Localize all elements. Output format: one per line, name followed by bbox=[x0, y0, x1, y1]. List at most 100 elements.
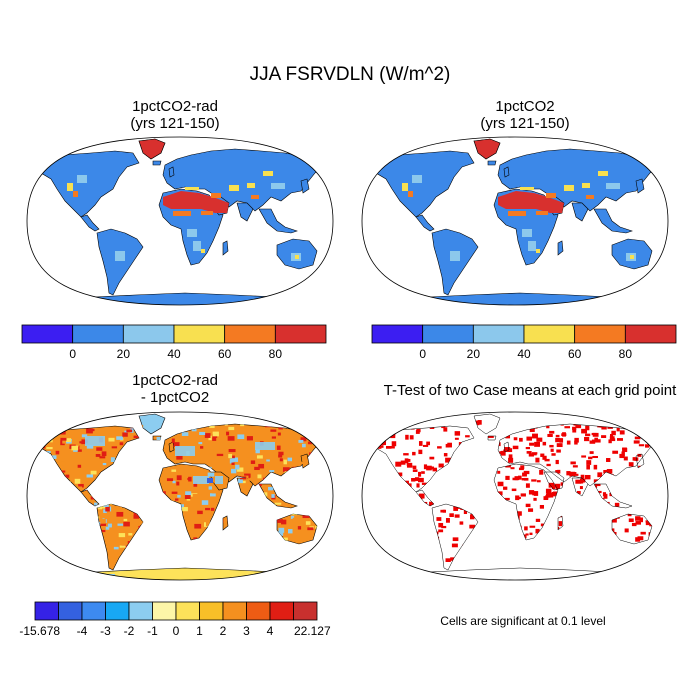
diff-cell bbox=[126, 429, 133, 433]
diff-cell bbox=[205, 507, 211, 511]
sig-cell bbox=[515, 424, 520, 429]
sig-cell bbox=[378, 464, 384, 468]
diff-cell bbox=[46, 447, 53, 450]
sig-cell bbox=[652, 432, 656, 436]
sig-cell bbox=[567, 528, 573, 533]
sig-cell bbox=[596, 556, 601, 561]
sig-cell bbox=[431, 537, 436, 541]
sig-cell bbox=[403, 453, 409, 456]
sig-cell bbox=[561, 433, 567, 436]
sig-cell bbox=[472, 428, 479, 433]
diff-cell bbox=[68, 485, 75, 490]
value-patch bbox=[630, 255, 634, 259]
diff-cell bbox=[188, 525, 195, 531]
sig-cell bbox=[385, 537, 390, 543]
colorbar-label: 0 bbox=[173, 624, 180, 638]
sig-cell bbox=[540, 523, 546, 527]
diff-cell bbox=[78, 536, 82, 540]
diff-cell bbox=[44, 491, 51, 495]
sig-cell bbox=[509, 552, 514, 556]
diff-cell bbox=[278, 451, 284, 456]
sig-cell bbox=[435, 475, 439, 480]
diff-cell bbox=[118, 533, 126, 538]
sig-cell bbox=[643, 510, 649, 516]
sig-cell bbox=[372, 432, 374, 436]
sig-cell bbox=[549, 545, 555, 550]
sig-cell bbox=[528, 508, 534, 512]
diff-cell bbox=[60, 461, 66, 466]
sig-cell bbox=[533, 497, 537, 501]
land-india bbox=[571, 202, 589, 222]
diff-cell bbox=[71, 440, 78, 445]
diff-cell bbox=[118, 540, 124, 545]
sig-cell bbox=[502, 552, 509, 558]
coast-africa bbox=[493, 463, 559, 541]
diff-cell bbox=[98, 493, 105, 496]
sig-cell bbox=[385, 492, 390, 497]
sig-cell bbox=[659, 428, 665, 434]
panel-2-title-line2: (yrs 121-150) bbox=[480, 115, 570, 132]
map-panel-1 bbox=[26, 136, 334, 306]
sig-cell bbox=[533, 491, 539, 496]
diff-cell bbox=[265, 517, 269, 522]
sig-cell bbox=[624, 425, 631, 429]
diff-cell bbox=[66, 484, 72, 487]
colorbar-label: 80 bbox=[269, 347, 283, 361]
diff-cell bbox=[163, 423, 167, 428]
sig-cell bbox=[403, 535, 409, 539]
sig-cell bbox=[593, 496, 597, 501]
sig-cell bbox=[554, 516, 559, 519]
diff-cell bbox=[318, 422, 323, 427]
sig-cell bbox=[542, 455, 547, 460]
colorbar-label: 60 bbox=[568, 347, 582, 361]
sig-cell bbox=[479, 459, 484, 462]
colorbar-swatch bbox=[574, 324, 626, 344]
sig-cell bbox=[441, 525, 447, 529]
diff-cell bbox=[174, 528, 179, 531]
sig-cell bbox=[564, 426, 571, 429]
sig-cell bbox=[583, 533, 589, 536]
sig-cell bbox=[573, 535, 578, 540]
diff-cell bbox=[182, 550, 186, 554]
sig-cell bbox=[642, 552, 647, 556]
sig-cell bbox=[525, 483, 530, 488]
sig-cell bbox=[495, 539, 500, 542]
diff-cell bbox=[92, 523, 97, 529]
sig-cell bbox=[513, 437, 518, 441]
value-patch bbox=[536, 249, 540, 253]
sig-cell bbox=[581, 524, 587, 528]
sig-cell bbox=[429, 456, 435, 460]
diff-cell bbox=[133, 515, 140, 519]
diff-cell bbox=[133, 435, 140, 439]
sig-cell bbox=[372, 442, 377, 446]
sig-cell bbox=[525, 533, 529, 536]
diff-cell bbox=[200, 446, 204, 449]
sig-cell bbox=[471, 538, 477, 544]
sig-cell bbox=[603, 478, 608, 484]
sig-cell bbox=[590, 559, 597, 564]
sig-cell bbox=[618, 478, 622, 481]
sig-cell bbox=[555, 470, 559, 473]
diff-cell bbox=[156, 462, 163, 466]
sig-cell bbox=[405, 434, 409, 440]
sig-cell bbox=[611, 518, 617, 523]
diff-cell bbox=[253, 550, 259, 555]
sig-cell bbox=[402, 524, 406, 528]
diff-cell bbox=[151, 524, 159, 527]
colorbar-swatch bbox=[624, 324, 677, 344]
diff-cell bbox=[182, 551, 187, 557]
sig-cell bbox=[650, 551, 655, 554]
sig-cell bbox=[593, 554, 598, 558]
sig-cell bbox=[497, 491, 503, 496]
sig-cell bbox=[380, 497, 386, 501]
colorbar-swatch bbox=[173, 324, 226, 344]
diff-cell bbox=[235, 464, 240, 470]
sig-cell bbox=[581, 455, 587, 458]
sig-cell bbox=[372, 496, 375, 500]
sig-cell bbox=[620, 549, 624, 554]
diff-cell bbox=[195, 425, 201, 429]
diff-cell bbox=[149, 511, 156, 514]
sig-cell bbox=[564, 534, 569, 538]
sig-cell bbox=[644, 426, 649, 431]
sig-cell bbox=[445, 518, 450, 523]
